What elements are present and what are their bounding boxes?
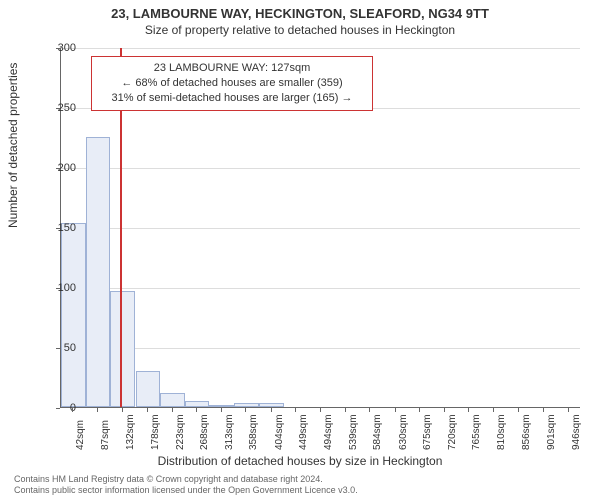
gridline <box>61 348 580 349</box>
x-tick-mark <box>345 408 346 412</box>
x-tick-label: 404sqm <box>274 414 285 450</box>
x-tick-label: 494sqm <box>323 414 334 450</box>
x-tick-label: 223sqm <box>175 414 186 450</box>
x-tick-mark <box>369 408 370 412</box>
x-tick-label: 42sqm <box>75 420 86 450</box>
y-tick-label: 50 <box>46 342 76 354</box>
x-tick-mark <box>320 408 321 412</box>
x-tick-label: 313sqm <box>224 414 235 450</box>
y-tick-mark <box>56 48 60 49</box>
gridline <box>61 48 580 49</box>
x-tick-label: 901sqm <box>546 414 557 450</box>
x-tick-mark <box>196 408 197 412</box>
x-tick-mark <box>147 408 148 412</box>
chart-container: 23, LAMBOURNE WAY, HECKINGTON, SLEAFORD,… <box>0 0 600 500</box>
x-tick-mark <box>468 408 469 412</box>
y-tick-mark <box>56 348 60 349</box>
x-tick-mark <box>221 408 222 412</box>
histogram-bar <box>86 137 111 407</box>
x-tick-mark <box>568 408 569 412</box>
y-tick-label: 300 <box>46 42 76 54</box>
x-tick-label: 539sqm <box>348 414 359 450</box>
histogram-bar <box>136 371 161 407</box>
x-tick-label: 358sqm <box>248 414 259 450</box>
histogram-bar <box>61 223 86 407</box>
histogram-bar <box>259 403 284 407</box>
x-tick-mark <box>245 408 246 412</box>
annotation-line: ← 68% of detached houses are smaller (35… <box>98 76 366 91</box>
chart-subtitle: Size of property relative to detached ho… <box>0 21 600 37</box>
gridline <box>61 228 580 229</box>
x-tick-label: 810sqm <box>496 414 507 450</box>
y-tick-mark <box>56 228 60 229</box>
x-tick-mark <box>97 408 98 412</box>
x-tick-label: 132sqm <box>125 414 136 450</box>
chart-title: 23, LAMBOURNE WAY, HECKINGTON, SLEAFORD,… <box>0 0 600 21</box>
y-tick-mark <box>56 168 60 169</box>
x-tick-mark <box>493 408 494 412</box>
x-tick-mark <box>72 408 73 412</box>
x-tick-mark <box>543 408 544 412</box>
y-axis-label: Number of detached properties <box>6 63 20 228</box>
footer-attribution: Contains HM Land Registry data © Crown c… <box>14 474 358 496</box>
x-tick-mark <box>419 408 420 412</box>
annotation-line: 23 LAMBOURNE WAY: 127sqm <box>98 61 366 76</box>
x-tick-label: 720sqm <box>447 414 458 450</box>
x-tick-label: 856sqm <box>521 414 532 450</box>
x-tick-mark <box>172 408 173 412</box>
histogram-bar <box>185 401 210 407</box>
x-tick-mark <box>518 408 519 412</box>
footer-line2: Contains public sector information licen… <box>14 485 358 496</box>
histogram-bar <box>234 403 259 407</box>
x-tick-label: 87sqm <box>100 420 111 450</box>
x-tick-mark <box>271 408 272 412</box>
y-tick-label: 200 <box>46 162 76 174</box>
x-tick-label: 268sqm <box>199 414 210 450</box>
x-tick-mark <box>122 408 123 412</box>
gridline <box>61 168 580 169</box>
histogram-bar <box>110 291 135 407</box>
x-tick-label: 449sqm <box>298 414 309 450</box>
y-tick-mark <box>56 288 60 289</box>
gridline <box>61 288 580 289</box>
x-axis-label: Distribution of detached houses by size … <box>0 454 600 468</box>
y-tick-label: 100 <box>46 282 76 294</box>
x-tick-label: 675sqm <box>422 414 433 450</box>
footer-line1: Contains HM Land Registry data © Crown c… <box>14 474 358 485</box>
annotation-line: 31% of semi-detached houses are larger (… <box>98 91 366 106</box>
plot-area: 23 LAMBOURNE WAY: 127sqm← 68% of detache… <box>60 48 580 408</box>
x-tick-mark <box>444 408 445 412</box>
y-tick-mark <box>56 408 60 409</box>
x-tick-label: 946sqm <box>571 414 582 450</box>
y-tick-mark <box>56 108 60 109</box>
x-tick-mark <box>395 408 396 412</box>
x-tick-mark <box>295 408 296 412</box>
annotation-box: 23 LAMBOURNE WAY: 127sqm← 68% of detache… <box>91 56 373 111</box>
histogram-bar <box>160 393 185 407</box>
histogram-bar <box>209 405 234 407</box>
y-tick-label: 250 <box>46 102 76 114</box>
x-tick-label: 630sqm <box>398 414 409 450</box>
x-tick-label: 584sqm <box>372 414 383 450</box>
y-tick-label: 150 <box>46 222 76 234</box>
x-tick-label: 765sqm <box>471 414 482 450</box>
x-tick-label: 178sqm <box>150 414 161 450</box>
